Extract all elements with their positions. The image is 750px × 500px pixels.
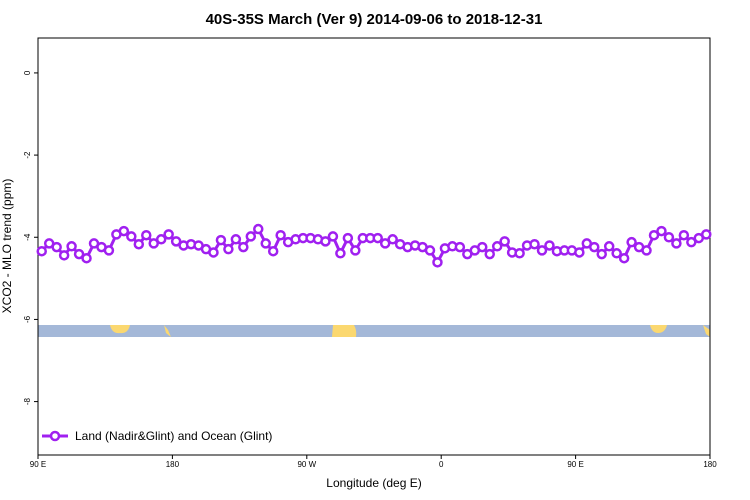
legend-marker	[49, 430, 61, 442]
data-point	[141, 229, 152, 241]
data-point	[118, 225, 130, 237]
data-point	[379, 238, 391, 249]
data-point	[686, 236, 697, 248]
legend: Land (Nadir&Glint) and Ocean (Glint)	[42, 429, 272, 443]
data-point	[238, 241, 249, 253]
data-point	[641, 245, 652, 256]
data-point	[424, 245, 436, 256]
chart-title: 40S-35S March (Ver 9) 2014-09-06 to 2018…	[206, 11, 543, 28]
land-patch	[703, 325, 710, 337]
x-tick-label: 180	[166, 460, 180, 469]
x-tick-label: 90 E	[30, 460, 46, 469]
data-point	[432, 257, 443, 268]
data-point	[208, 247, 219, 258]
data-point	[230, 234, 242, 245]
y-tick-label: 0	[23, 70, 32, 75]
data-point	[529, 238, 540, 250]
land-patch	[650, 325, 667, 333]
data-point	[320, 236, 331, 247]
y-tick-label: -8	[23, 397, 32, 405]
data-point	[596, 248, 607, 260]
data-point	[81, 252, 92, 264]
land-patch	[164, 325, 171, 337]
data-point	[387, 234, 398, 245]
x-tick-label: 0	[439, 460, 444, 469]
data-point	[491, 241, 503, 252]
data-point	[66, 241, 77, 252]
data-point	[484, 248, 495, 260]
data-point	[342, 232, 354, 244]
data-point	[536, 245, 548, 256]
data-point	[574, 247, 585, 258]
data-point	[58, 250, 70, 261]
data-point	[656, 225, 667, 237]
data-point	[267, 245, 279, 257]
x-tick-label: 180	[703, 460, 717, 469]
data-point	[671, 238, 682, 249]
data-point	[133, 238, 145, 250]
data-point	[245, 231, 257, 242]
y-axis-label: XCO2 - MLO trend (ppm)	[0, 179, 14, 314]
data-point	[51, 241, 62, 253]
data-point	[148, 238, 159, 249]
data-point	[454, 241, 466, 253]
data-point	[223, 243, 234, 255]
legend-label: Land (Nadir&Glint) and Ocean (Glint)	[75, 429, 272, 443]
data-point	[215, 234, 227, 246]
data-point	[253, 223, 264, 235]
y-tick-label: -6	[23, 315, 32, 323]
land-patch	[110, 325, 130, 334]
data-point	[514, 248, 525, 259]
data-point	[36, 245, 47, 257]
x-axis-label: Longitude (deg E)	[326, 476, 421, 490]
data-point	[663, 232, 675, 243]
data-point	[618, 252, 630, 264]
data-point	[626, 236, 637, 248]
x-tick-label: 90 W	[297, 460, 316, 469]
plot-frame	[37, 37, 711, 456]
data-point	[701, 229, 712, 240]
data-point	[589, 241, 600, 253]
x-tick-label: 90 E	[567, 460, 583, 469]
y-tick-label: -2	[23, 151, 32, 159]
data-point	[603, 241, 615, 252]
data-point	[611, 248, 622, 259]
data-point	[350, 245, 361, 256]
data-point	[372, 232, 383, 244]
y-tick-label: -4	[23, 233, 32, 241]
data-point	[544, 240, 555, 251]
data-point	[648, 229, 660, 241]
data-point	[163, 229, 174, 240]
data-point	[155, 234, 167, 245]
data-point	[126, 231, 137, 242]
data-point	[260, 238, 271, 249]
ocean-band	[38, 325, 710, 337]
data-point	[335, 248, 346, 259]
data-point	[327, 231, 339, 242]
data-point	[103, 245, 115, 256]
surface-strip	[38, 325, 710, 337]
land-patch	[332, 325, 357, 337]
data-point	[73, 248, 85, 260]
data-point	[499, 236, 510, 247]
data-point	[275, 229, 286, 241]
data-point	[477, 241, 488, 253]
data-point	[170, 236, 182, 247]
data-point	[678, 229, 690, 241]
